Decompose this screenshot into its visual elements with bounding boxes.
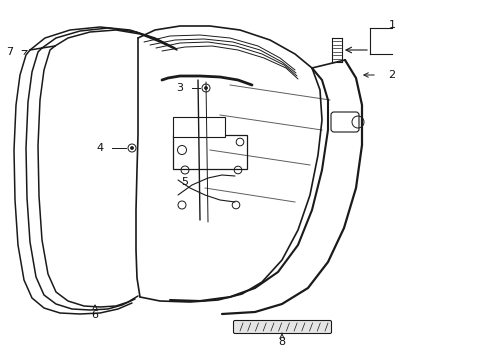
Text: 1: 1 <box>389 20 395 30</box>
Text: 3: 3 <box>176 83 183 93</box>
Text: 6: 6 <box>92 310 98 320</box>
Text: 2: 2 <box>389 70 395 80</box>
Text: 5: 5 <box>181 177 189 187</box>
FancyBboxPatch shape <box>173 135 247 169</box>
Text: 7: 7 <box>6 47 14 57</box>
FancyBboxPatch shape <box>234 320 332 333</box>
FancyBboxPatch shape <box>331 112 359 132</box>
FancyBboxPatch shape <box>173 117 225 137</box>
Text: 8: 8 <box>278 337 286 347</box>
Circle shape <box>205 87 207 89</box>
Text: 4: 4 <box>97 143 103 153</box>
Circle shape <box>131 147 133 149</box>
